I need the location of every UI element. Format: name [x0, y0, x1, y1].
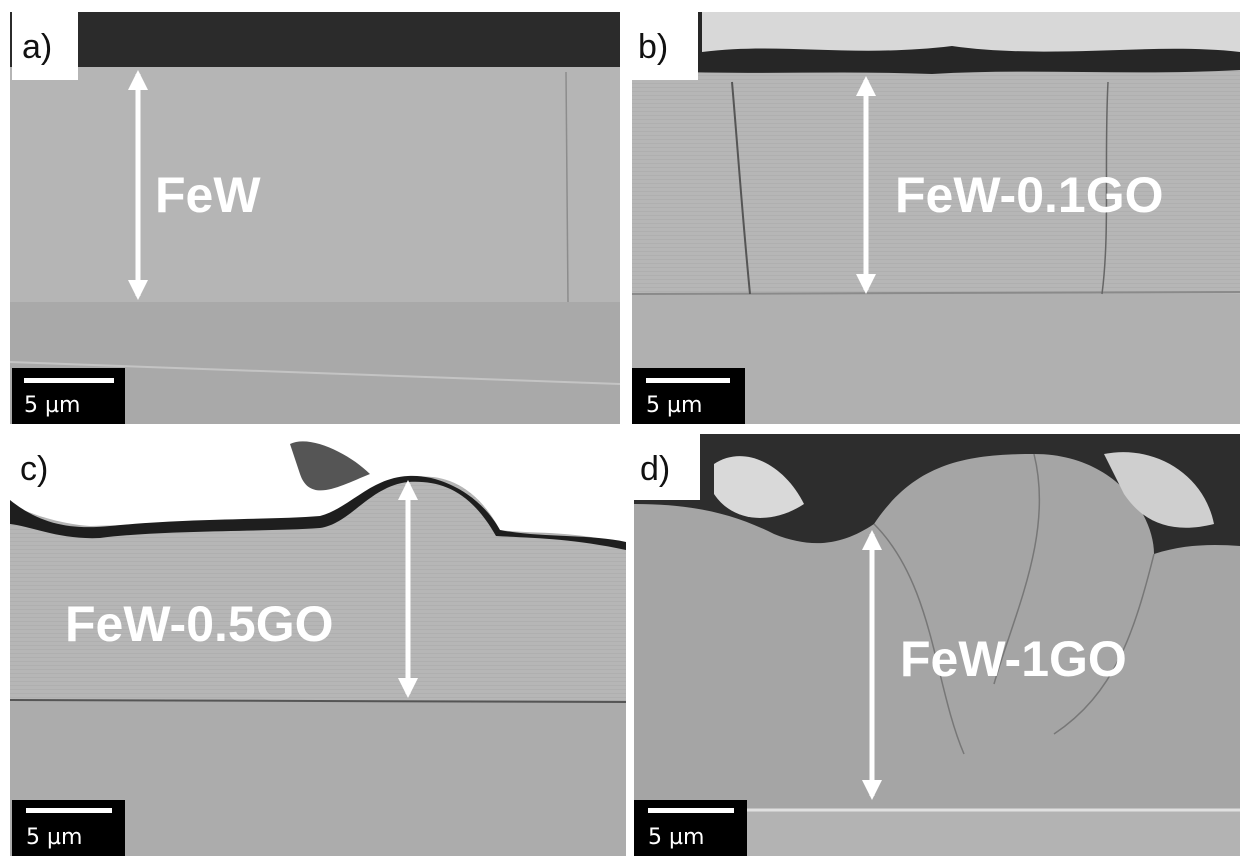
panel-letter: c)	[20, 450, 48, 488]
scale-bar	[648, 808, 734, 813]
panel-c: FeW-0.5GO c) 5 µm	[10, 434, 626, 856]
resin-surface	[702, 12, 1240, 52]
sample-label: FeW-0.1GO	[895, 167, 1163, 223]
scale-bar-label: 5 µm	[646, 393, 702, 418]
panel-d: FeW-1GO d) 5 µm	[634, 434, 1240, 856]
scale-bar	[26, 808, 112, 813]
scale-bar-label: 5 µm	[648, 825, 704, 850]
scale-bar-label: 5 µm	[26, 825, 82, 850]
sample-label: FeW	[155, 167, 261, 223]
panel-letter: a)	[22, 28, 52, 66]
sample-label: FeW-0.5GO	[65, 596, 333, 652]
page: {"panels": [ {"letter": "a)", "sample": …	[0, 0, 1240, 856]
sample-label: FeW-1GO	[900, 631, 1127, 687]
panel-letter: d)	[640, 450, 670, 488]
panel-a: FeW a) 5 µm	[10, 12, 620, 424]
scale-bar	[646, 378, 730, 383]
figure: FeW a) 5 µm FeW-0.1GO b) 5 µm FeW-0.5GO …	[0, 0, 1240, 856]
scale-bar	[24, 378, 114, 383]
panel-letter: b)	[638, 28, 668, 66]
panel-b: FeW-0.1GO b) 5 µm	[632, 12, 1240, 424]
resin	[10, 12, 620, 67]
scale-bar-label: 5 µm	[24, 393, 80, 418]
